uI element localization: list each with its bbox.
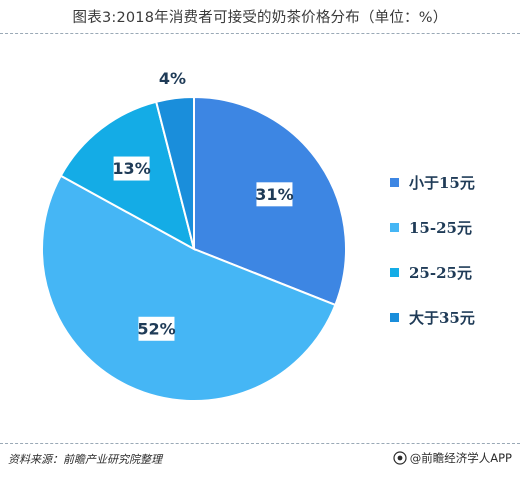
source-note: 资料来源：前瞻产业研究院整理 <box>8 453 162 466</box>
eye-icon <box>393 451 407 465</box>
pie-data-label-1: 31% <box>255 185 293 204</box>
legend-swatch-4 <box>390 312 399 322</box>
chart-title: 图表3:2018年消费者可接受的奶茶价格分布（单位：%） <box>72 10 448 26</box>
legend-item-3: 25-25元 <box>390 262 518 282</box>
pie-slice-2 <box>41 174 337 402</box>
legend-label-3: 25-25元 <box>409 263 472 282</box>
pie-data-label-3: 13% <box>112 159 150 178</box>
legend-item-4: 大于35元 <box>390 307 518 327</box>
legend-swatch-2 <box>390 222 399 232</box>
legend-label-4: 大于35元 <box>409 308 475 327</box>
footer-divider <box>0 443 520 444</box>
legend-swatch-1 <box>390 177 399 187</box>
credit-note: @前瞻经济学人APP <box>393 450 512 466</box>
pie-data-label-bg-3 <box>113 156 150 181</box>
pie-data-label-bg-2 <box>138 316 175 341</box>
pie-data-label-2: 52% <box>137 319 175 338</box>
legend-item-2: 15-25元 <box>390 217 518 237</box>
credit-text: @前瞻经济学人APP <box>409 451 512 465</box>
legend-label-1: 小于15元 <box>409 173 475 192</box>
legend-swatch-3 <box>390 267 399 277</box>
legend-label-2: 15-25元 <box>409 218 472 237</box>
pie-slice-4 <box>154 95 195 250</box>
pie-data-label-4: 4% <box>159 69 186 88</box>
title-divider <box>0 33 520 34</box>
pie-data-label-bg-1 <box>256 182 293 207</box>
legend-item-1: 小于15元 <box>390 172 518 192</box>
chart-legend: 小于15元 15-25元 25-25元 大于35元 <box>390 172 518 352</box>
